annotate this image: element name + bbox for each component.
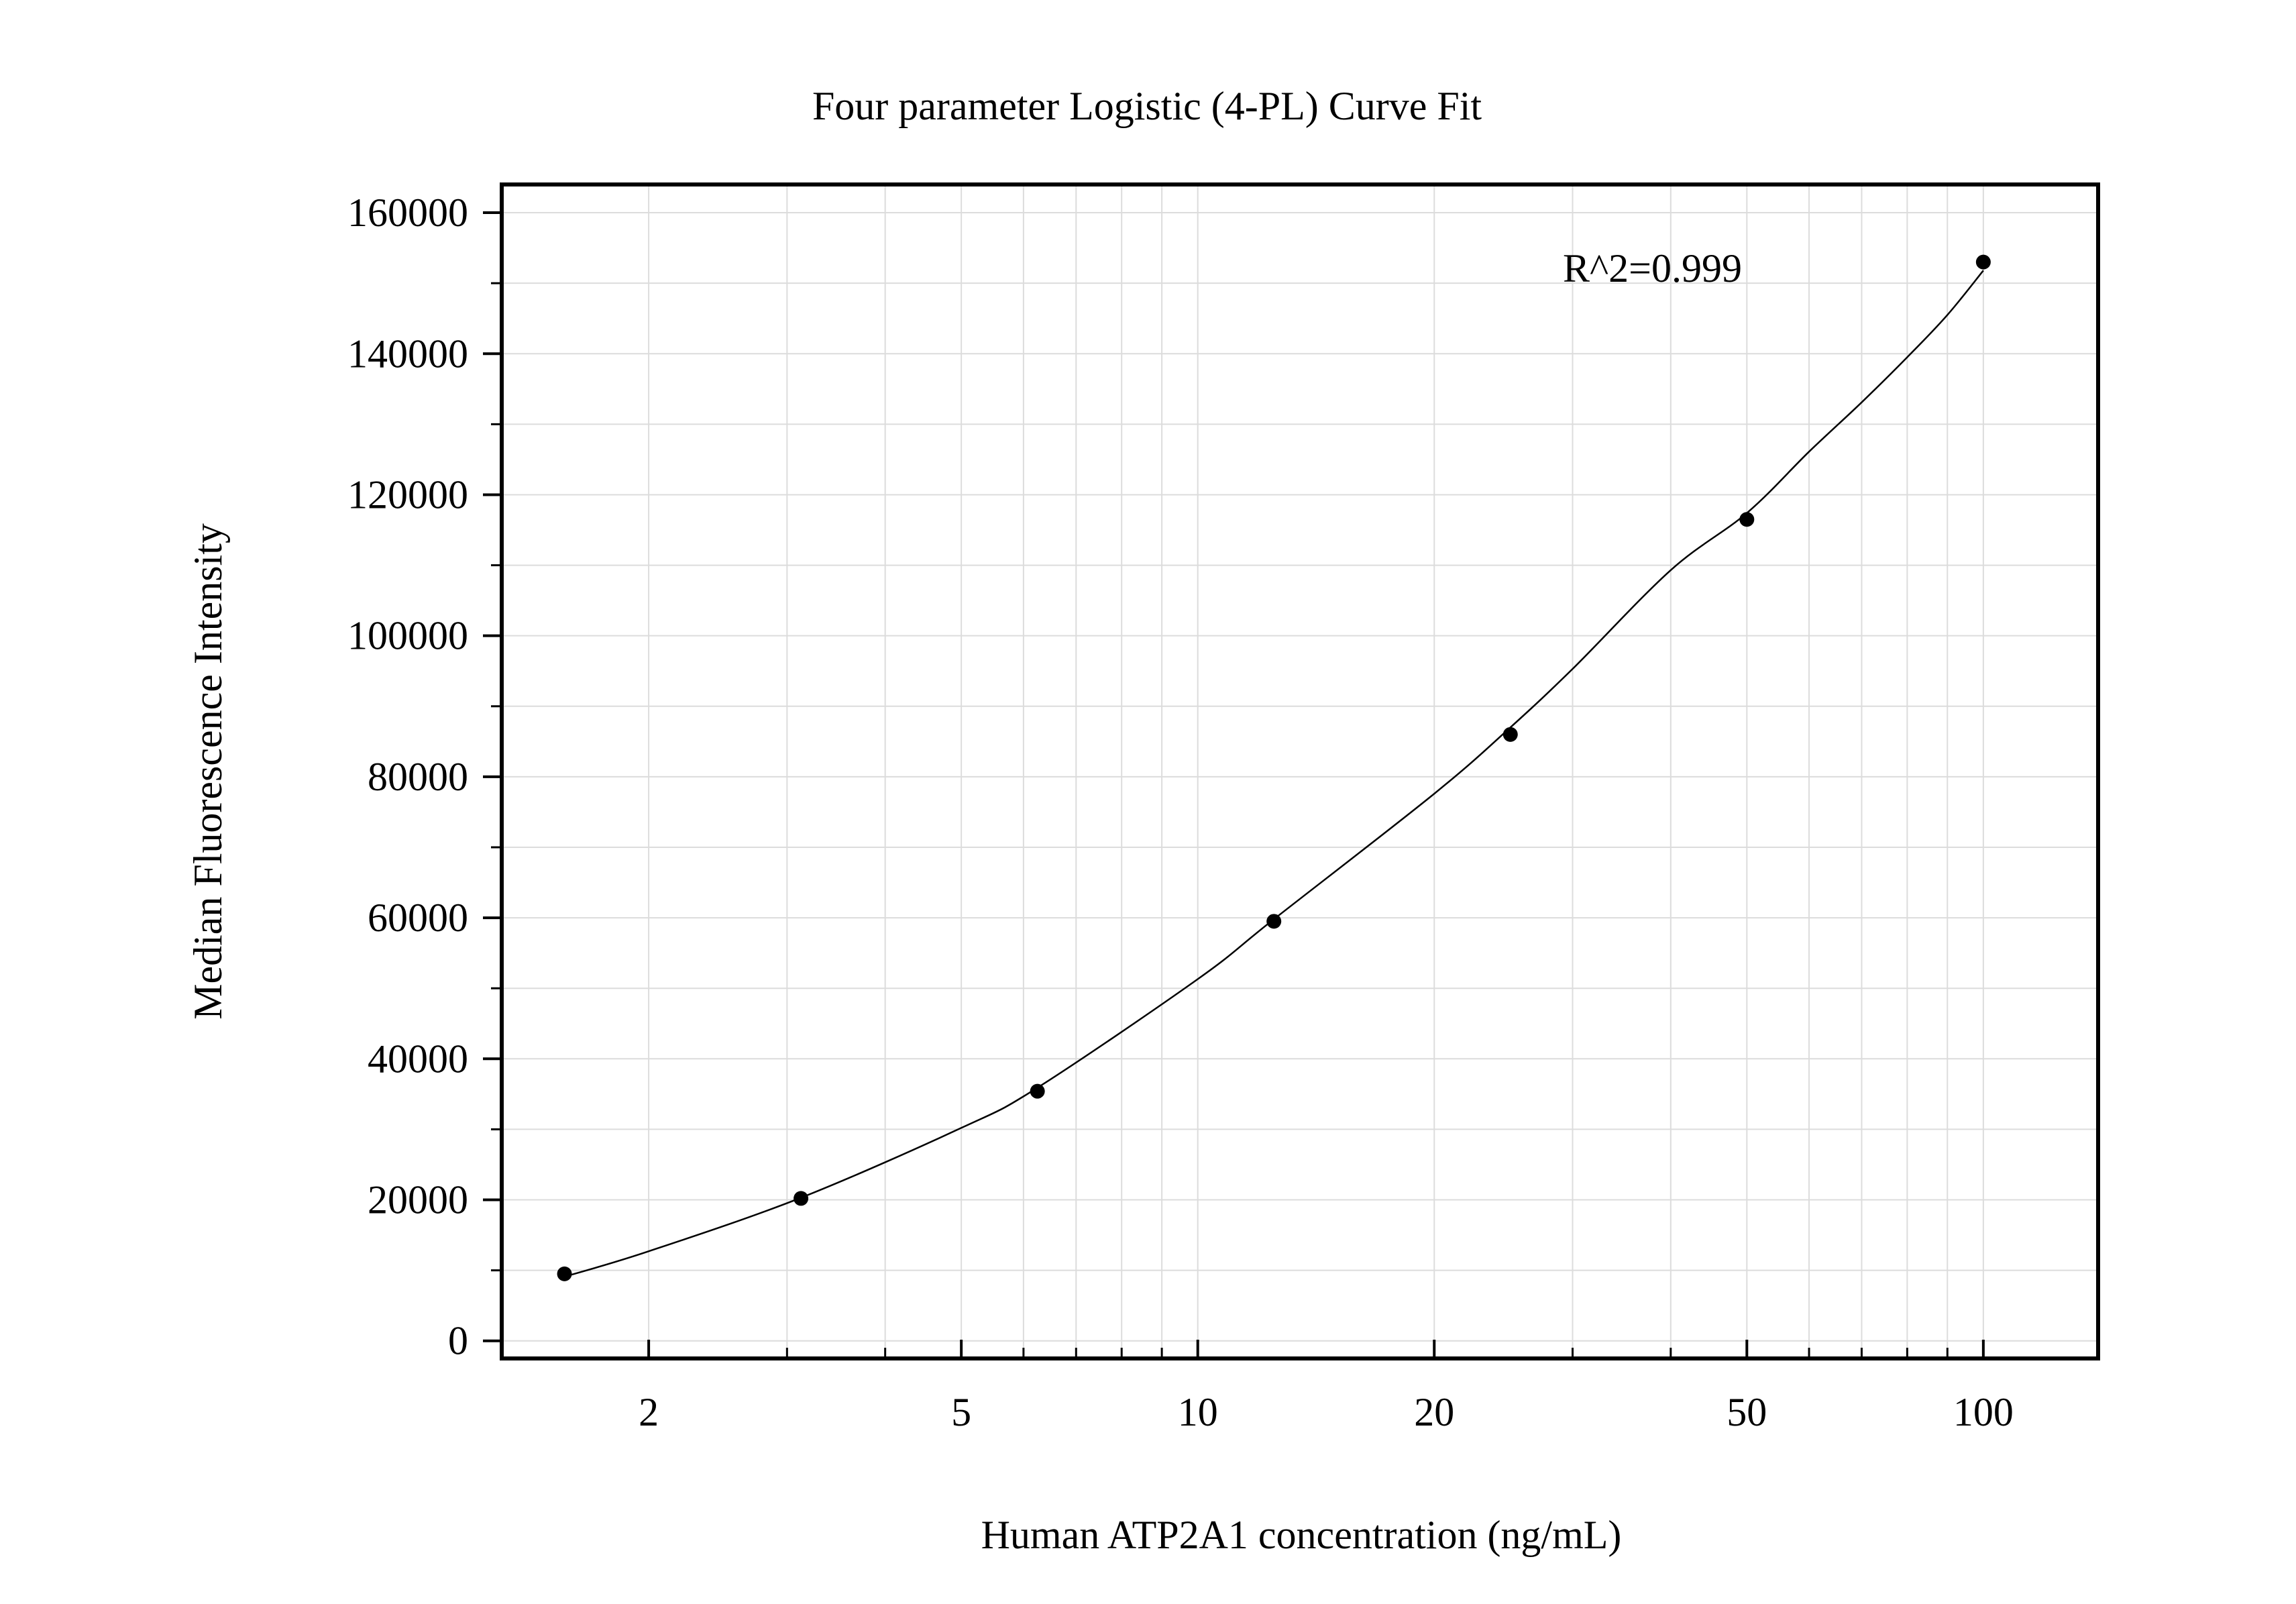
data-point [1975, 254, 1991, 270]
x-tick-label: 10 [1178, 1390, 1218, 1434]
data-point [1266, 914, 1282, 929]
x-tick-label: 20 [1414, 1390, 1454, 1434]
x-tick-label: 100 [1953, 1390, 2014, 1434]
fit-curve [564, 270, 1984, 1278]
y-tick-label: 20000 [368, 1178, 468, 1222]
data-points [557, 254, 1991, 1281]
fit-curve-layer [564, 270, 1984, 1278]
y-axis: 0 20000 40000 60000 80000 100000 120000 140000 1… [347, 191, 502, 1363]
y-tick-label: 120000 [347, 472, 468, 517]
data-point [794, 1191, 809, 1206]
data-point [1739, 512, 1755, 527]
x-axis: 2 5 10 20 50 100 [639, 1340, 2014, 1434]
plot-frame [500, 182, 2100, 1360]
x-axis-label: Human ATP2A1 concentration (ng/mL) [981, 1513, 1622, 1557]
x-tick-label: 2 [639, 1390, 659, 1434]
y-tick-label: 140000 [347, 331, 468, 376]
grid [502, 184, 2098, 1358]
y-tick-label: 80000 [368, 755, 468, 799]
y-tick-label: 100000 [347, 614, 468, 658]
data-point [1502, 727, 1518, 742]
r-squared-annotation: R^2=0.999 [1563, 246, 1742, 290]
data-point [1030, 1083, 1045, 1099]
y-axis-label: Median Fluorescence Intensity [186, 523, 230, 1020]
chart-title: Four parameter Logistic (4-PL) Curve Fit [812, 84, 1482, 128]
y-tick-label: 60000 [368, 896, 468, 940]
x-tick-label: 5 [951, 1390, 971, 1434]
y-tick-label: 0 [448, 1319, 468, 1363]
y-tick-label: 160000 [347, 191, 468, 235]
y-tick-label: 40000 [368, 1036, 468, 1081]
data-point [557, 1266, 572, 1281]
x-tick-label: 50 [1727, 1390, 1767, 1434]
